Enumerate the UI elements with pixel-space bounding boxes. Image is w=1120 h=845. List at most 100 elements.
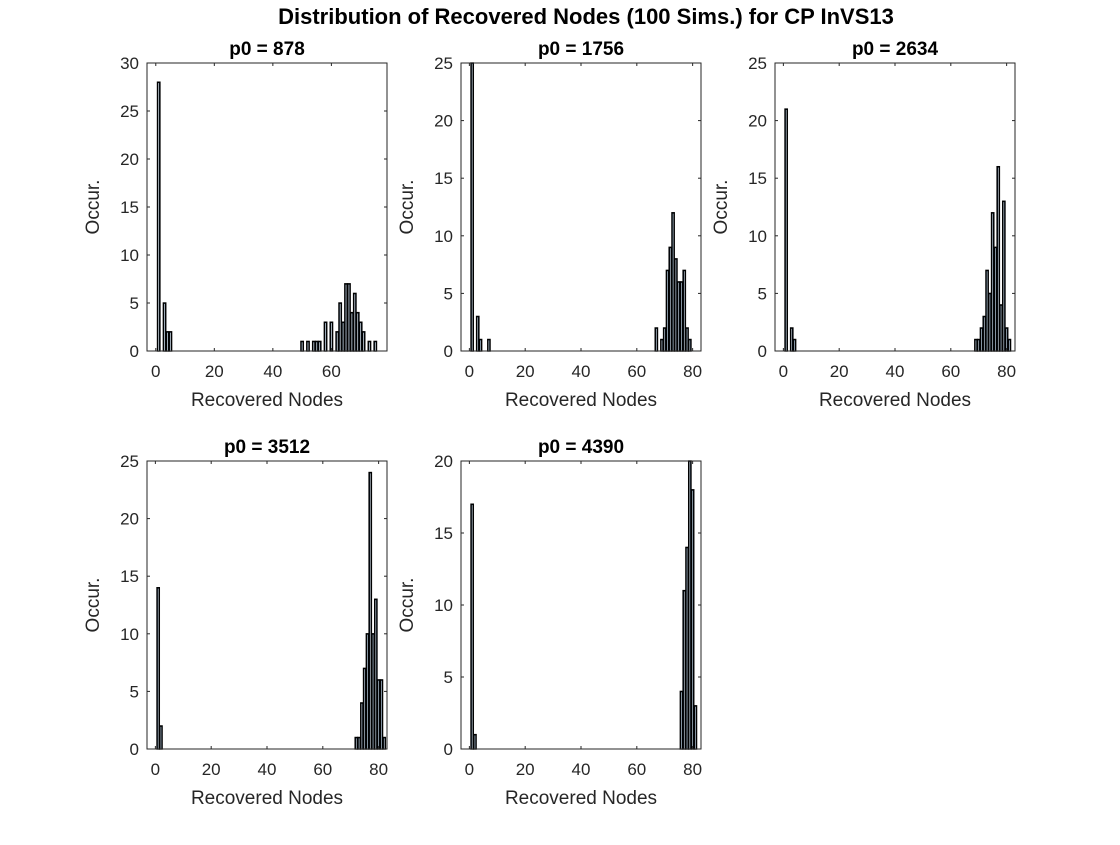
x-axis-label-3: Recovered Nodes: [819, 390, 971, 411]
y-tick-label-3-6: 25: [748, 54, 767, 73]
x-tick-label-1-4: 60: [322, 362, 341, 381]
y-axis-label-5: Occur.: [397, 578, 418, 633]
x-tick-label-1-1: 0: [151, 362, 160, 381]
y-tick-label-4-3: 10: [120, 625, 139, 644]
bar-fill-1-21: [363, 333, 364, 351]
x-tick-label-5-4: 60: [627, 760, 646, 779]
y-tick-label-3-4: 15: [748, 169, 767, 188]
x-tick-label-4-3: 40: [258, 760, 277, 779]
plot-frame-1: [147, 63, 387, 351]
subplot-4: 0 20 40 60 80 0 5 10 15 20 25 p0 = 3512 Recovered No…: [83, 437, 388, 809]
x-tick-label-4-1: 0: [151, 760, 160, 779]
x-tick-label-3-5: 80: [997, 362, 1016, 381]
bar-fill-1-15: [346, 285, 347, 351]
bar-fill-1-1: [158, 83, 159, 351]
subplot-title-3: p0 = 2634: [852, 39, 939, 60]
x-tick-label-1-2: 20: [205, 362, 224, 381]
y-tick-label-1-4: 15: [120, 198, 139, 217]
subplot-title-2: p0 = 1756: [538, 39, 624, 60]
plot-frame-2: [461, 63, 701, 351]
bar-fill-1-11: [331, 323, 332, 351]
x-tick-label-1-3: 40: [263, 362, 282, 381]
y-tick-label-3-2: 5: [758, 284, 767, 303]
y-tick-label-2-5: 20: [434, 112, 453, 131]
x-tick-label-2-4: 60: [627, 362, 646, 381]
y-axis-label-4: Occur.: [83, 578, 104, 633]
x-axis-label-5: Recovered Nodes: [505, 788, 657, 809]
subplot-title-1: p0 = 878: [229, 39, 305, 60]
plot-frame-3: [775, 63, 1015, 351]
y-axis-label-1: Occur.: [83, 180, 104, 235]
y-tick-label-2-6: 25: [434, 54, 453, 73]
y-tick-label-5-1: 0: [444, 740, 453, 759]
y-tick-label-4-1: 0: [130, 740, 139, 759]
y-tick-label-1-2: 5: [130, 294, 139, 313]
figure-title: Distribution of Recovered Nodes (100 Sim…: [278, 4, 894, 29]
y-tick-label-3-1: 0: [758, 342, 767, 361]
y-tick-label-1-1: 0: [130, 342, 139, 361]
x-tick-label-5-3: 40: [572, 760, 591, 779]
y-tick-label-5-4: 15: [434, 524, 453, 543]
y-tick-label-1-3: 10: [120, 246, 139, 265]
y-tick-label-4-5: 20: [120, 510, 139, 529]
y-tick-label-2-2: 5: [444, 284, 453, 303]
y-axis-label-2: Occur.: [397, 180, 418, 235]
x-tick-label-4-4: 60: [313, 760, 332, 779]
y-tick-label-2-4: 15: [434, 169, 453, 188]
x-tick-label-3-3: 40: [886, 362, 905, 381]
bar-fill-1-9: [319, 342, 320, 351]
bar-fill-1-5: [302, 342, 303, 351]
y-tick-label-1-5: 20: [120, 150, 139, 169]
bar-fill-1-10: [325, 323, 326, 351]
y-tick-label-5-5: 20: [434, 452, 453, 471]
bar-fill-1-4: [170, 333, 171, 351]
bar-fill-1-6: [308, 342, 309, 351]
y-tick-label-1-6: 25: [120, 102, 139, 121]
x-tick-label-4-2: 20: [202, 760, 221, 779]
x-tick-label-3-1: 0: [779, 362, 788, 381]
y-tick-label-5-2: 5: [444, 668, 453, 687]
y-tick-label-3-5: 20: [748, 112, 767, 131]
bar-fill-1-23: [375, 342, 376, 351]
subplot-5: 0 20 40 60 80 0 5 10 15 20 p0 = 4390 Recovered Node…: [397, 437, 702, 809]
y-tick-label-4-6: 25: [120, 452, 139, 471]
y-tick-label-1-7: 30: [120, 54, 139, 73]
bar-fill-1-2: [164, 304, 165, 351]
subplot-title-4: p0 = 3512: [224, 437, 310, 458]
x-tick-label-3-2: 20: [830, 362, 849, 381]
subplot-title-5: p0 = 4390: [538, 437, 624, 458]
x-axis-label-1: Recovered Nodes: [191, 390, 343, 411]
bar-fill-1-18: [355, 294, 356, 351]
bar-fill-1-14: [343, 323, 344, 351]
bar-fill-1-13: [340, 304, 341, 351]
y-tick-label-2-1: 0: [444, 342, 453, 361]
plot-frame-5: [461, 461, 701, 749]
x-tick-label-5-1: 0: [465, 760, 474, 779]
bar-fill-1-22: [369, 342, 370, 351]
y-tick-label-4-2: 5: [130, 682, 139, 701]
subplot-1: 0 20 40 60 0 5 10 15 20 25 30 p0 = 878 Recovered Nod…: [83, 39, 387, 411]
bar-fill-1-16: [349, 285, 350, 351]
x-tick-label-2-1: 0: [465, 362, 474, 381]
bar-fill-1-12: [337, 333, 338, 351]
x-tick-label-5-5: 80: [683, 760, 702, 779]
x-tick-label-5-2: 20: [516, 760, 535, 779]
x-tick-label-2-5: 80: [683, 362, 702, 381]
y-tick-label-4-4: 15: [120, 567, 139, 586]
x-tick-label-2-2: 20: [516, 362, 535, 381]
y-tick-label-5-3: 10: [434, 596, 453, 615]
y-axis-label-3: Occur.: [711, 180, 732, 235]
bar-fill-1-7: [314, 342, 315, 351]
x-axis-label-4: Recovered Nodes: [191, 788, 343, 809]
x-tick-label-4-5: 80: [369, 760, 388, 779]
bar-fill-1-19: [357, 314, 358, 352]
bar-fill-1-8: [316, 342, 317, 351]
x-tick-label-2-3: 40: [572, 362, 591, 381]
x-tick-label-3-4: 60: [941, 362, 960, 381]
y-tick-label-2-3: 10: [434, 227, 453, 246]
bar-fill-1-20: [360, 323, 361, 351]
